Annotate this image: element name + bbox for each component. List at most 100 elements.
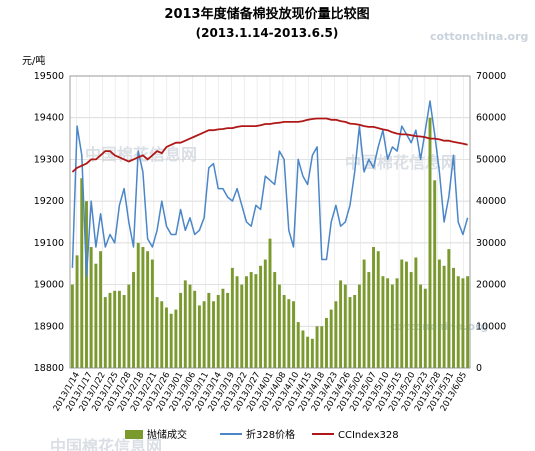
bar — [207, 292, 211, 368]
bar — [376, 251, 380, 368]
legend-label-index: CCIndex328 — [338, 430, 399, 441]
left-axis-ticks: 18800 18900 19000 19100 19200 19300 19400 19500 — [34, 71, 64, 374]
bar — [197, 305, 201, 368]
bar — [381, 276, 385, 368]
bar — [461, 278, 465, 368]
bar — [132, 272, 135, 368]
left-axis-unit: 元/吨 — [22, 54, 45, 67]
bar — [183, 280, 187, 368]
bar — [221, 288, 225, 368]
bar — [400, 259, 404, 368]
bar-series-volume — [70, 117, 470, 368]
right-tick-label: 0 — [476, 363, 482, 374]
bar — [273, 272, 277, 368]
bar — [235, 276, 239, 368]
bar — [174, 309, 178, 368]
bar — [301, 330, 305, 368]
bar — [310, 338, 314, 368]
bar — [80, 178, 84, 368]
bar — [414, 257, 418, 368]
legend-label-price: 折328价格 — [246, 428, 295, 441]
bar — [141, 247, 145, 368]
bar — [230, 267, 234, 368]
bar — [249, 272, 253, 368]
bar — [193, 290, 197, 368]
watermark-cn-bottom: 中国棉花信息网 — [50, 437, 162, 451]
right-tick-label: 30000 — [476, 238, 506, 249]
bar — [179, 292, 183, 368]
bar — [372, 247, 375, 368]
bar — [339, 280, 343, 368]
bar — [348, 297, 352, 368]
right-tick-label: 60000 — [476, 113, 506, 124]
chart-subtitle: (2013.1.14-2013.6.5) — [196, 26, 339, 40]
left-tick-label: 19100 — [34, 238, 64, 249]
plot-frame — [69, 75, 471, 369]
bar — [85, 201, 88, 368]
bar — [75, 255, 79, 368]
bar — [428, 117, 432, 368]
bar — [103, 297, 107, 368]
left-tick-label: 19200 — [34, 196, 64, 207]
bar — [325, 317, 328, 368]
bar — [216, 295, 220, 368]
bar — [357, 284, 361, 368]
bar — [226, 292, 230, 368]
legend-swatch-volume — [125, 430, 143, 439]
bar — [127, 284, 131, 368]
right-tick-label: 10000 — [476, 321, 506, 332]
bar — [353, 295, 357, 368]
bar — [277, 284, 281, 368]
bar — [320, 326, 324, 368]
line-series-group — [71, 100, 469, 277]
bar — [165, 307, 168, 368]
bar — [292, 301, 295, 368]
bar — [146, 251, 150, 368]
bar — [390, 284, 394, 368]
x-axis-ticks: 2013/1/142013/1/172013/1/222013/1/252013… — [52, 371, 470, 414]
bar — [263, 259, 267, 368]
bar — [70, 284, 74, 368]
right-tick-label: 50000 — [476, 154, 506, 165]
right-tick-label: 20000 — [476, 280, 506, 291]
bar — [437, 259, 441, 368]
bar — [442, 265, 446, 368]
left-tick-label: 19400 — [34, 113, 64, 124]
bar — [122, 295, 126, 368]
bar — [202, 301, 206, 368]
bar — [334, 301, 338, 368]
bar — [160, 301, 164, 368]
left-tick-label: 19500 — [34, 71, 64, 82]
bar — [423, 288, 427, 368]
bar — [188, 284, 192, 368]
bar — [433, 180, 437, 368]
bar — [306, 336, 310, 368]
bar — [466, 276, 470, 368]
bar — [212, 301, 215, 368]
bar — [155, 297, 159, 368]
bar — [343, 284, 347, 368]
bar — [113, 290, 117, 368]
bar — [296, 322, 300, 368]
legend-label-volume: 抛储成交 — [147, 428, 187, 441]
line-ccindex328 — [71, 117, 468, 173]
bar — [89, 247, 93, 368]
bar — [254, 274, 258, 368]
legend: 抛储成交 折328价格 CCIndex328 — [125, 428, 399, 441]
left-tick-label: 18900 — [34, 321, 64, 332]
bar — [386, 278, 390, 368]
bar — [409, 272, 413, 368]
bar — [259, 265, 263, 368]
bar — [99, 251, 103, 368]
left-tick-label: 19000 — [34, 280, 64, 291]
bar — [419, 284, 423, 368]
bar — [282, 295, 286, 368]
right-tick-label: 70000 — [476, 71, 506, 82]
bar — [150, 259, 154, 368]
bar — [447, 249, 451, 368]
right-axis-ticks: 0 10000 20000 30000 40000 50000 60000 70000 — [476, 71, 506, 374]
chart-title: 2013年度储备棉投放现价量比较图 — [164, 6, 369, 22]
bar — [456, 276, 460, 368]
